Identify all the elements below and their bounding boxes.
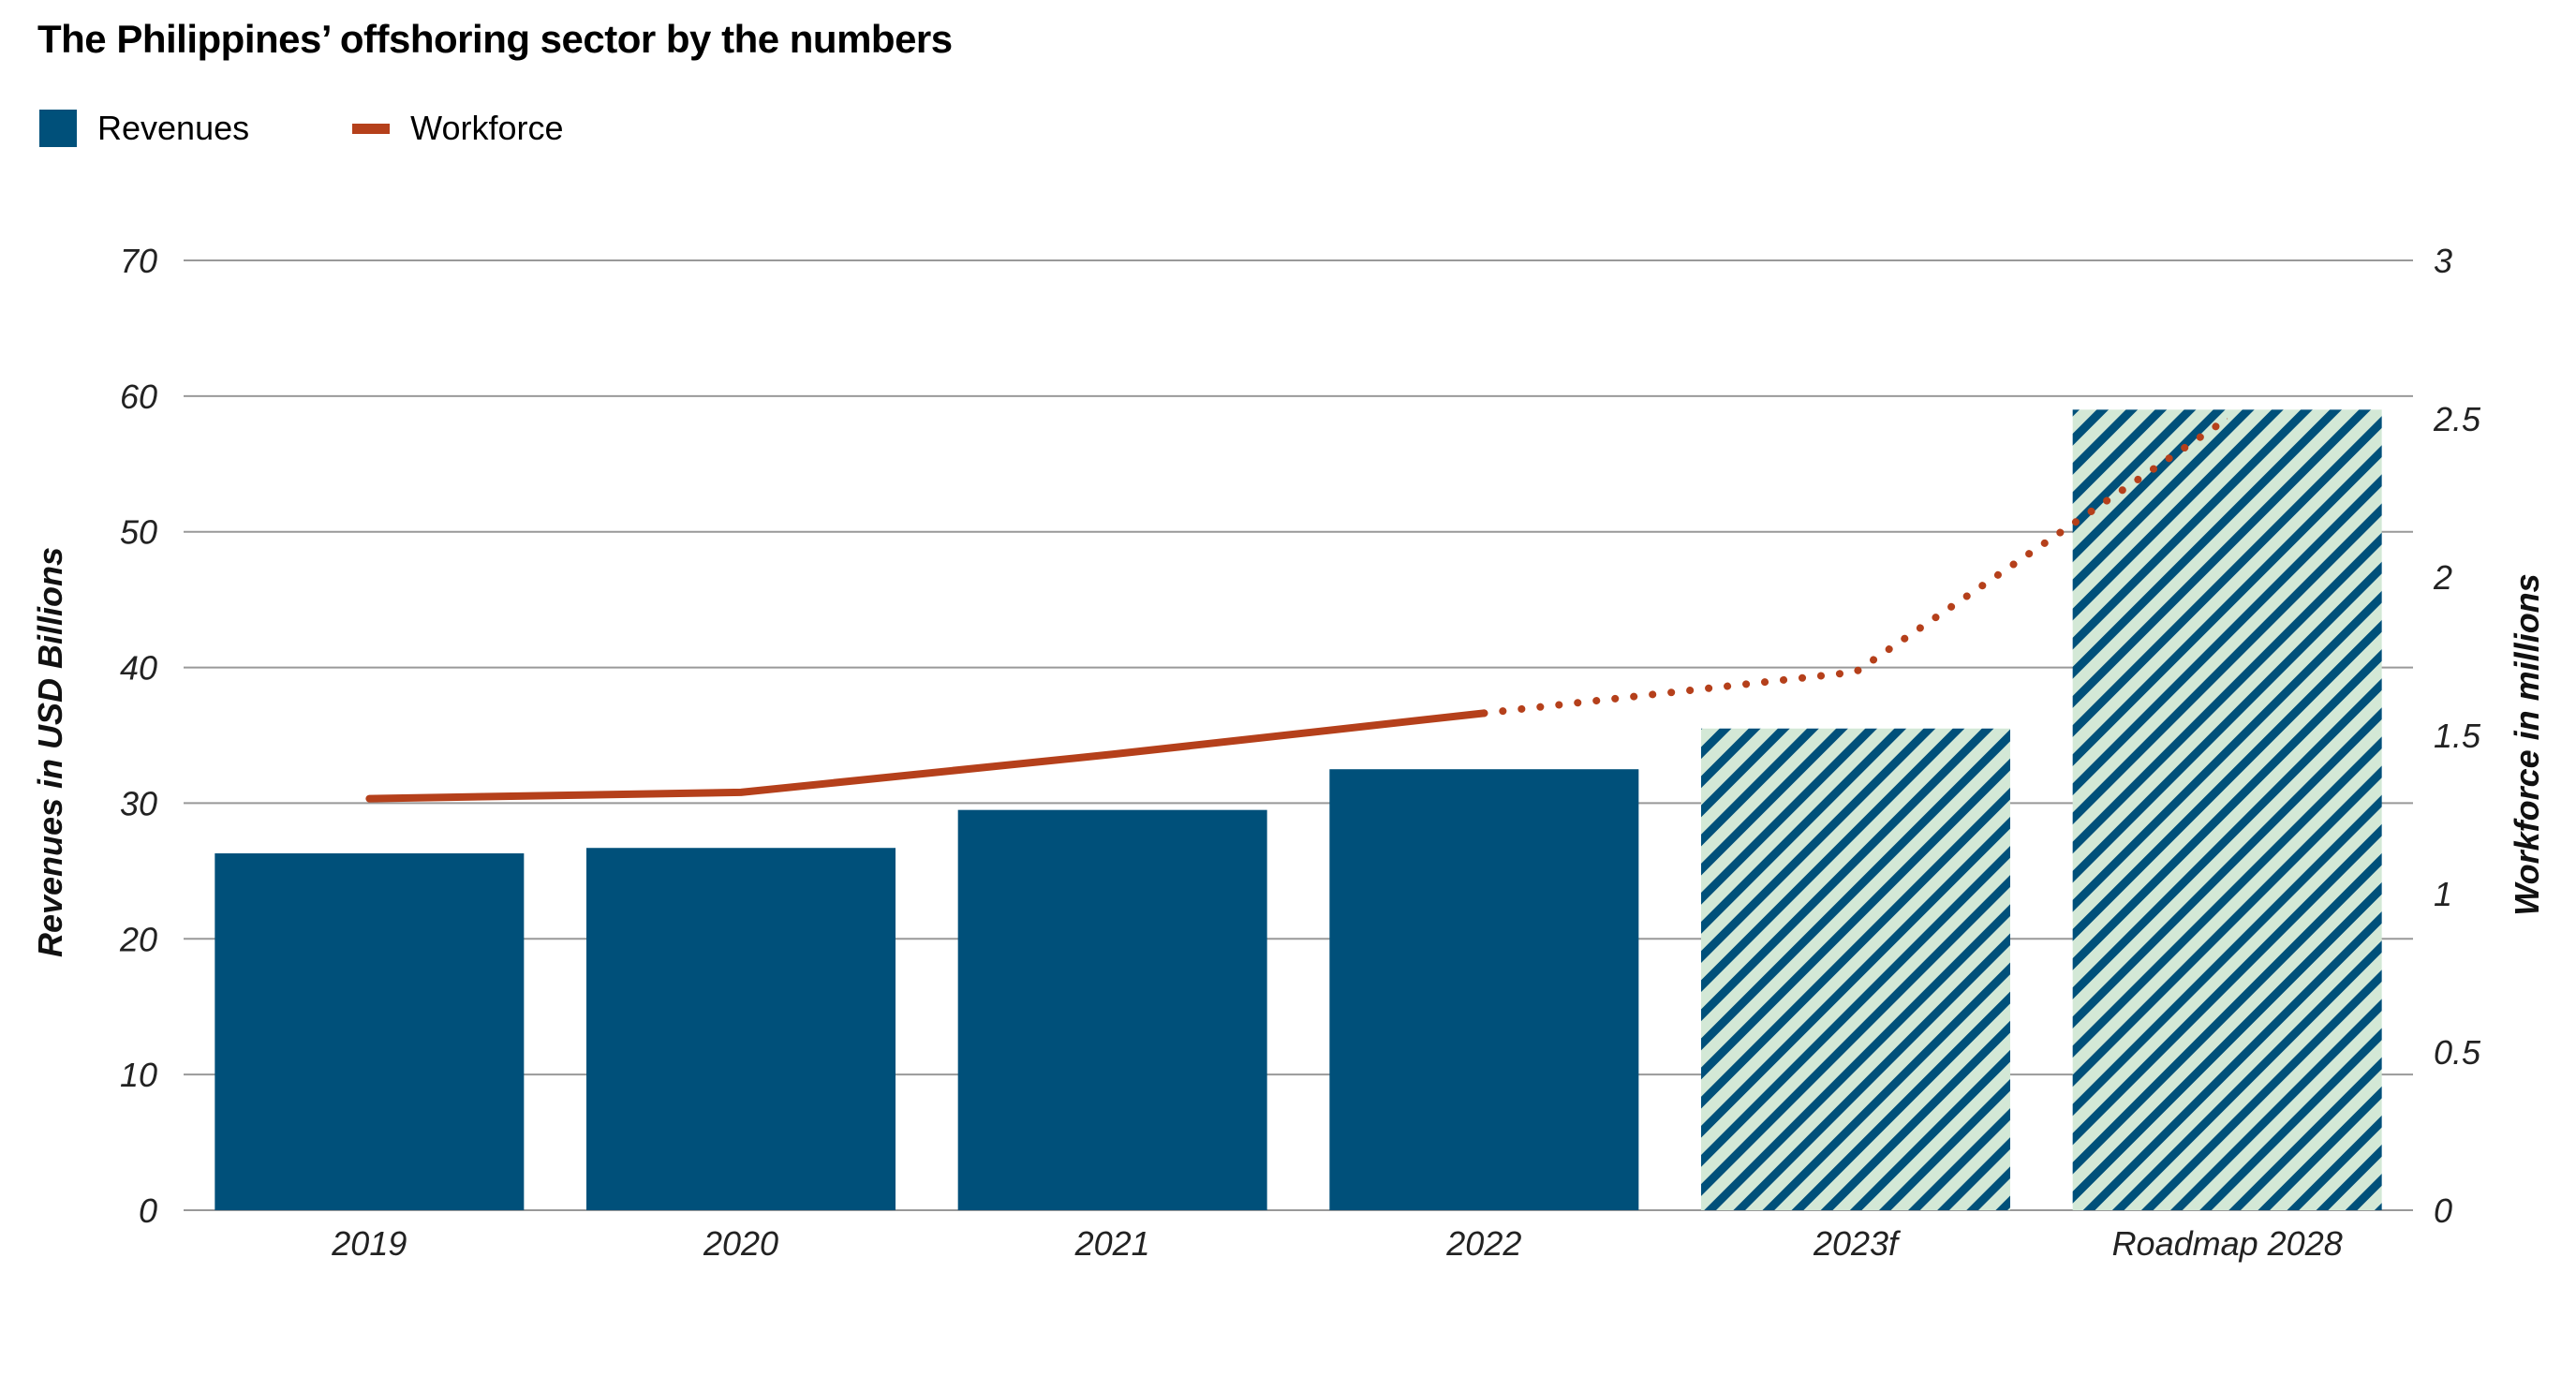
x-tick-label: 2020 [703, 1224, 778, 1263]
x-tick-label: 2023f [1813, 1224, 1902, 1263]
y2-tick-label: 0 [2434, 1191, 2452, 1230]
workforce-point [1112, 753, 1114, 755]
chart-title: The Philippines’ offshoring sector by th… [37, 17, 953, 61]
x-tick-label: Roadmap 2028 [2112, 1224, 2343, 1263]
workforce-point [2227, 418, 2228, 420]
legend: Revenues Workforce [39, 105, 666, 152]
y2-tick-label: 0.5 [2434, 1033, 2481, 1072]
revenue-bar [1329, 769, 1639, 1210]
y-axis-title: Revenues in USD Billions [31, 547, 69, 957]
revenues-swatch [39, 110, 77, 147]
revenue-bar [957, 809, 1267, 1210]
legend-item-workforce: Workforce [352, 109, 563, 148]
revenue-bar [586, 848, 896, 1210]
y-tick-label: 30 [120, 784, 157, 822]
y-tick-label: 10 [120, 1056, 157, 1094]
workforce-line-actual [365, 709, 1488, 803]
y2-tick-label: 2.5 [2433, 400, 2481, 438]
y-tick-label: 20 [119, 920, 157, 958]
y-tick-label: 70 [120, 242, 157, 280]
x-tick-label: 2019 [331, 1224, 407, 1263]
revenue-bar [2072, 409, 2382, 1210]
y2-tick-label: 1.5 [2434, 717, 2481, 755]
workforce-swatch [352, 123, 391, 134]
legend-label-revenues: Revenues [97, 109, 250, 147]
revenue-bar [1701, 728, 2010, 1210]
y-tick-label: 60 [120, 377, 157, 416]
y2-tick-label: 1 [2434, 875, 2452, 913]
legend-item-revenues: Revenues [39, 109, 249, 148]
y-tick-label: 50 [120, 513, 157, 552]
y2-tick-label: 3 [2434, 242, 2452, 280]
legend-label-workforce: Workforce [410, 109, 564, 147]
revenue-bar [215, 853, 525, 1210]
y-tick-label: 0 [139, 1191, 157, 1230]
workforce-point [1855, 671, 1857, 673]
y2-tick-label: 2 [2433, 558, 2452, 597]
workforce-point [368, 798, 370, 800]
x-tick-label: 2022 [1445, 1224, 1521, 1263]
y-tick-label: 40 [120, 649, 157, 688]
y2-axis-title: Workforce in millions [2508, 573, 2546, 915]
workforce-point [1483, 712, 1485, 714]
x-tick-label: 2021 [1074, 1224, 1150, 1263]
